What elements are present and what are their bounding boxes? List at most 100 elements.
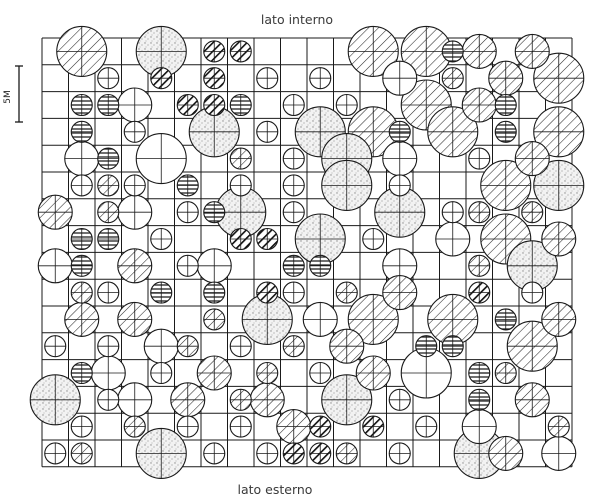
tree-canopy-none — [461, 409, 497, 445]
tree-canopy-diagonal — [347, 293, 399, 345]
tree-canopy-dark-diagonal — [150, 67, 173, 90]
tree-canopy-none — [229, 174, 252, 197]
tree-canopy-diagonal — [282, 335, 305, 358]
tree-canopy-diagonal — [347, 25, 399, 77]
tree-canopy-none — [441, 201, 464, 224]
tree-canopy-dark-diagonal — [229, 227, 252, 251]
tree-canopy-diagonal — [70, 442, 93, 465]
tree-canopy-none — [282, 174, 305, 197]
tree-canopy-horizontal — [70, 361, 93, 385]
tree-canopy-horizontal — [494, 120, 517, 143]
tree-canopy-none — [256, 442, 279, 465]
tree-canopy-diagonal — [488, 60, 524, 96]
tree-canopy-diagonal — [123, 415, 146, 438]
tree-canopy-diagonal — [196, 355, 232, 391]
tree-canopy-none — [282, 281, 305, 304]
tree-canopy-diagonal — [382, 275, 418, 311]
tree-canopy-none — [44, 442, 67, 465]
tree-canopy-diagonal — [64, 301, 100, 337]
tree-canopy-none — [176, 415, 199, 438]
scale-bar: 5M — [3, 65, 23, 123]
tree-canopy-none — [90, 355, 126, 391]
tree-canopy-stipple — [215, 186, 267, 238]
tree-canopy-horizontal — [388, 120, 411, 143]
tree-canopy-stipple — [294, 213, 346, 265]
tree-canopy-diagonal — [468, 201, 491, 224]
tree-canopy-none — [196, 248, 232, 284]
tree-canopy-none — [44, 335, 67, 358]
tree-canopy-none — [256, 120, 279, 143]
tree-canopy-diagonal — [400, 25, 452, 77]
tree-canopy-diagonal — [276, 409, 312, 445]
tree-canopy-none — [97, 388, 120, 411]
tree-canopy-none — [521, 281, 544, 304]
tree-canopy-none — [435, 221, 471, 257]
tree-canopy-diagonal — [514, 33, 550, 69]
tree-canopy-stipple — [135, 427, 187, 479]
tree-canopy-stipple — [321, 374, 373, 426]
tree-canopy-none — [309, 67, 332, 90]
tree-canopy-stipple — [321, 159, 373, 211]
top-side-label: lato interno — [261, 12, 333, 27]
tree-canopy-diagonal — [533, 106, 585, 158]
tree-canopy-none — [150, 361, 173, 385]
tree-canopy-horizontal — [309, 254, 332, 277]
tree-canopy-none — [117, 194, 153, 230]
tree-canopy-none — [203, 442, 226, 465]
tree-canopy-diagonal — [427, 106, 479, 158]
tree-canopy-stipple — [453, 427, 505, 479]
tree-canopy-stipple — [374, 186, 426, 238]
tree-canopy-horizontal — [150, 281, 173, 304]
tree-canopy-diagonal — [494, 361, 517, 385]
tree-canopy-diagonal — [461, 87, 497, 123]
tree-canopy-diagonal — [37, 194, 73, 230]
tree-canopy-none — [117, 87, 153, 123]
tree-canopy-none — [282, 147, 305, 170]
tree-canopy-dark-diagonal — [468, 281, 491, 304]
tree-canopy-none — [97, 281, 120, 304]
tree-canopy-none — [256, 67, 279, 90]
tree-canopy-none — [468, 147, 491, 170]
tree-canopy-diagonal — [541, 301, 577, 337]
tree-canopy-diagonal — [117, 248, 153, 284]
tree-canopy-dark-diagonal — [203, 67, 226, 90]
tree-canopy-diagonal — [97, 174, 120, 197]
tree-canopy-none — [64, 141, 100, 177]
bottom-side-label: lato esterno — [238, 482, 313, 497]
tree-canopy-diagonal — [514, 382, 550, 418]
tree-canopy-horizontal — [441, 40, 464, 63]
tree-canopy-diagonal — [355, 355, 391, 391]
tree-canopy-diagonal — [468, 254, 491, 277]
tree-canopy-horizontal — [282, 254, 305, 277]
tree-canopy-none — [97, 335, 120, 358]
tree-canopy-horizontal — [70, 254, 93, 277]
tree-canopy-horizontal — [229, 93, 252, 117]
tree-canopy-diagonal — [521, 201, 544, 224]
tree-canopy-diagonal — [256, 361, 279, 385]
tree-canopy-horizontal — [203, 201, 226, 224]
tree-canopy-horizontal — [70, 227, 93, 251]
tree-canopy-none — [150, 227, 173, 251]
tree-canopy-none — [135, 133, 187, 185]
tree-canopy-none — [229, 415, 252, 438]
tree-canopy-diagonal — [541, 221, 577, 257]
tree-canopy-none — [382, 141, 418, 177]
tree-canopy-none — [37, 248, 73, 284]
tree-canopy-horizontal — [468, 388, 491, 411]
tree-canopy-none — [335, 93, 358, 117]
tree-canopy-diagonal — [203, 308, 226, 331]
tree-canopy-horizontal — [203, 281, 226, 304]
tree-canopy-horizontal — [176, 174, 199, 197]
tree-canopy-none — [382, 60, 418, 96]
tree-canopy-none — [123, 120, 146, 143]
tree-canopy-stipple — [188, 106, 240, 158]
tree-canopy-diagonal — [117, 301, 153, 337]
tree-canopy-dark-diagonal — [203, 93, 226, 117]
tree-canopy-stipple — [533, 159, 585, 211]
tree-canopy-none — [143, 328, 179, 364]
tree-canopy-none — [388, 388, 411, 411]
tree-canopy-diagonal — [176, 335, 199, 358]
tree-canopy-horizontal — [97, 147, 120, 170]
tree-canopies — [29, 25, 585, 479]
